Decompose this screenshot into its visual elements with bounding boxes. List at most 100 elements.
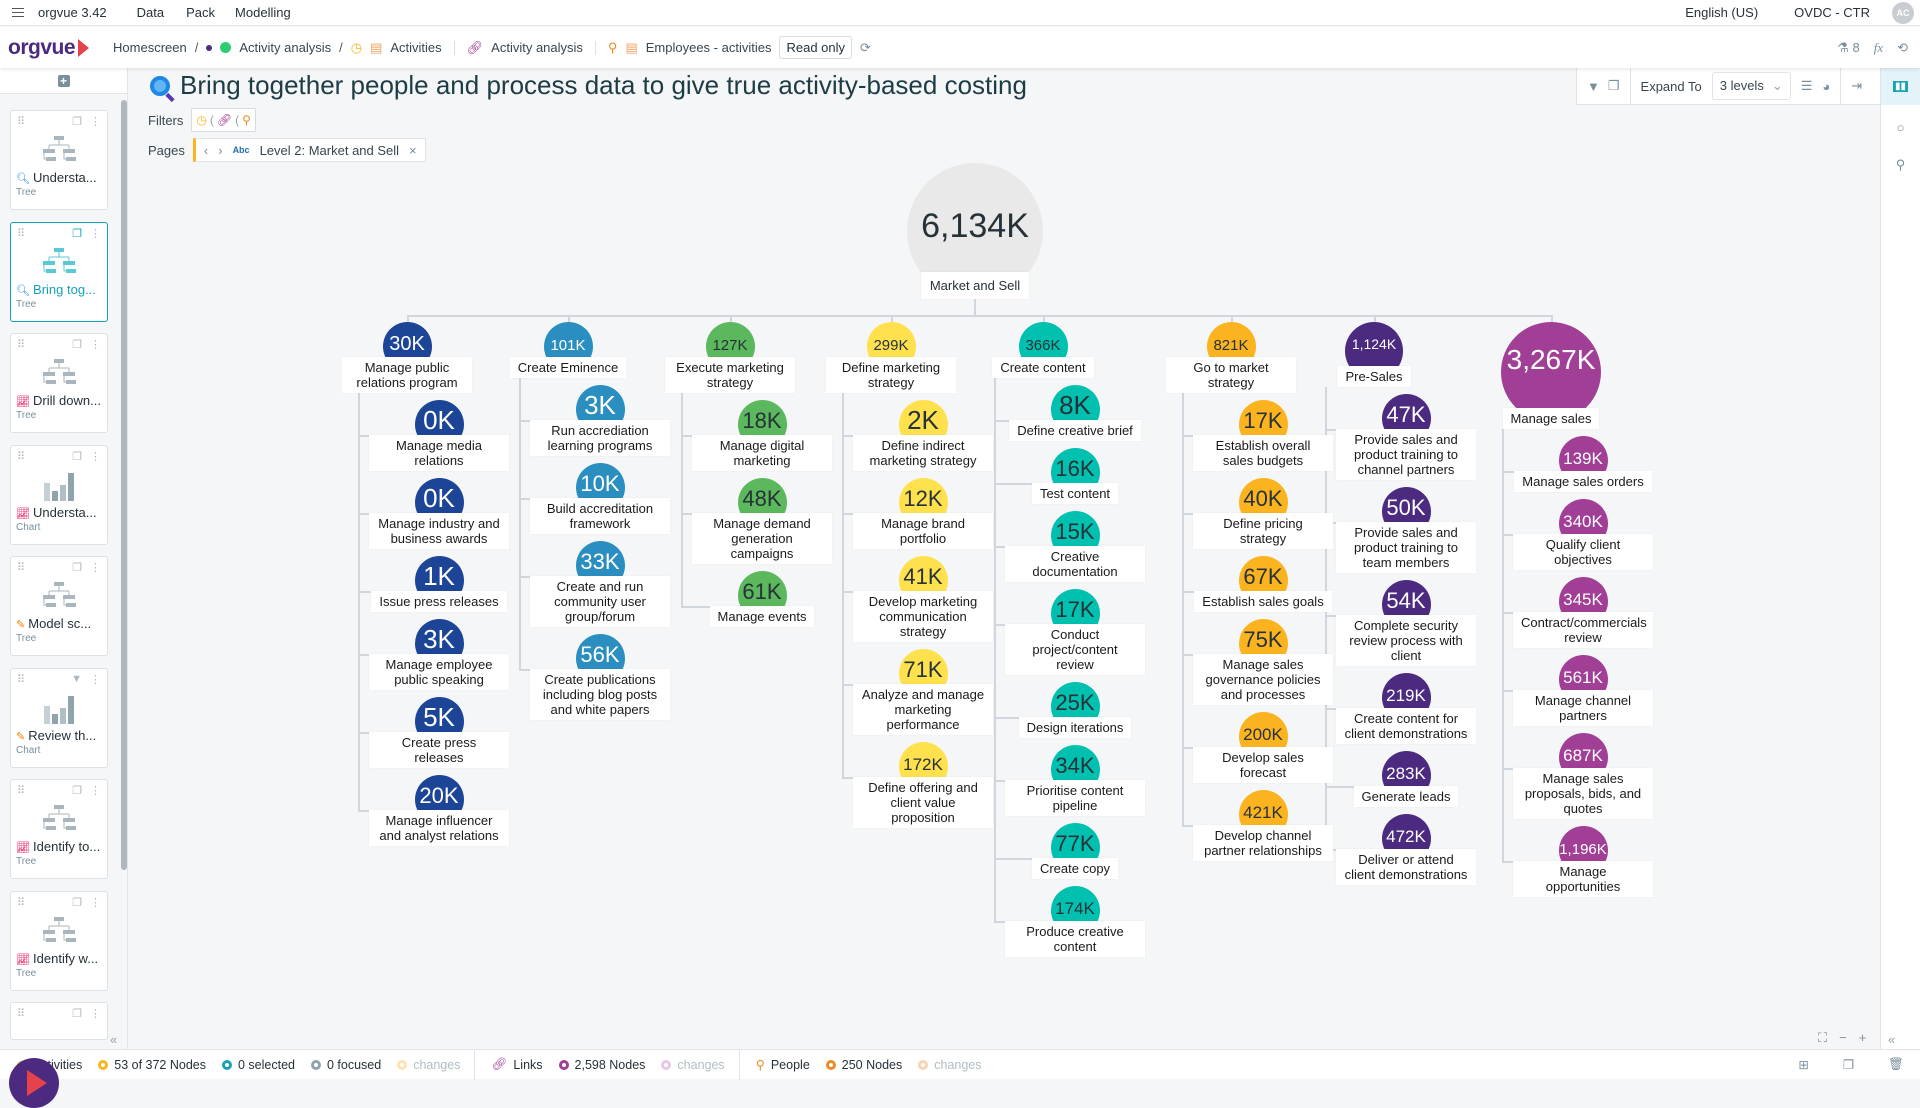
- tree-node-level2[interactable]: 0K Manage industry and business awards: [358, 471, 514, 549]
- view-card[interactable]: ⠿ ▼ ⋮ ✎ Review th... Chart: [10, 667, 108, 768]
- copy-icon[interactable]: ❐: [72, 339, 82, 351]
- tree-node-level2[interactable]: 40K Define pricing strategy: [1182, 471, 1338, 549]
- palette-icon[interactable]: ◕: [1822, 78, 1831, 94]
- tree-node-level2[interactable]: 283K Generate leads: [1325, 744, 1481, 807]
- tree-node-level2[interactable]: 41K Develop marketing communication strat…: [842, 549, 998, 642]
- tree-node-level2[interactable]: 174K Produce creative content: [994, 879, 1150, 957]
- tree-node-level2[interactable]: 67K Establish sales goals: [1182, 549, 1338, 612]
- kebab-menu-icon[interactable]: ⋮: [90, 450, 101, 463]
- zoom-in-icon[interactable]: +: [1858, 1030, 1867, 1045]
- collapse-panel-icon[interactable]: «: [1888, 1032, 1896, 1047]
- drag-handle-icon[interactable]: ⠿: [17, 116, 26, 128]
- tree-node-level2[interactable]: 10K Build accreditation framework: [519, 456, 675, 534]
- copy-icon[interactable]: ❐: [72, 116, 82, 128]
- drag-handle-icon[interactable]: ⠿: [17, 339, 26, 351]
- language-selector[interactable]: English (US): [1685, 5, 1759, 20]
- copy-icon[interactable]: ❐: [72, 1008, 82, 1020]
- links-changes[interactable]: changes: [677, 1057, 725, 1072]
- selected-count[interactable]: 0 selected: [238, 1057, 295, 1072]
- export-icon[interactable]: ⇥: [1851, 78, 1863, 93]
- tree-node-level2[interactable]: 17K Establish overall sales budgets: [1182, 393, 1338, 471]
- view-card[interactable]: ⠿ ❐ ⋮ 🔍︎ Understa... Tree: [10, 110, 108, 210]
- view-card[interactable]: ⠿ ❐ ⋮ 📈︎ Identify to... Tree: [10, 779, 108, 879]
- people-changes[interactable]: changes: [934, 1057, 982, 1072]
- tree-node-level2[interactable]: 25K Design iterations: [994, 675, 1150, 738]
- copy-icon[interactable]: ❐: [1607, 78, 1620, 93]
- add-icon[interactable]: ⊞: [1798, 1058, 1809, 1072]
- kebab-menu-icon[interactable]: ⋮: [90, 116, 101, 128]
- tree-node-level2[interactable]: 5K Create press releases: [358, 690, 514, 768]
- add-view-button[interactable]: +: [0, 68, 127, 94]
- tree-node-level1[interactable]: 366K Create content: [953, 322, 1133, 378]
- tree-node-level2[interactable]: 20K Manage influencer and analyst relatio…: [358, 768, 514, 846]
- next-page-icon[interactable]: ›: [218, 142, 223, 158]
- fit-screen-icon[interactable]: ⛶: [1818, 1030, 1828, 1045]
- drag-handle-icon[interactable]: ⠿: [17, 785, 26, 797]
- link-filter-icon[interactable]: 🔗︎: [216, 113, 233, 127]
- kebab-menu-icon[interactable]: ⋮: [90, 227, 101, 240]
- orgvue-logo[interactable]: orgvue: [8, 36, 90, 60]
- tree-node-level1[interactable]: 299K Define marketing strategy: [801, 322, 981, 393]
- view-card[interactable]: ⠿ ❐ ⋮: [10, 1002, 108, 1040]
- tree-node-level2[interactable]: 48K Manage demand generation campaigns: [681, 471, 837, 564]
- kebab-menu-icon[interactable]: ⋮: [90, 562, 101, 574]
- chart-panel-icon[interactable]: ▮▮: [1881, 68, 1920, 105]
- trash-icon[interactable]: 🗑︎: [1888, 1057, 1904, 1071]
- drag-handle-icon[interactable]: ⠿: [17, 450, 26, 463]
- tree-node-level2[interactable]: 200K Develop sales forecast: [1182, 705, 1338, 783]
- people-label[interactable]: People: [770, 1057, 810, 1072]
- collapse-sidebar-icon[interactable]: «: [110, 1032, 118, 1047]
- formula-icon[interactable]: fx: [1873, 39, 1884, 55]
- person-filter-icon[interactable]: ⚲: [242, 113, 251, 127]
- tree-node-level2[interactable]: 2K Define indirect marketing strategy: [842, 393, 998, 471]
- dataset-tab-activities[interactable]: Activities: [390, 40, 442, 55]
- tree-node-level2[interactable]: 71K Analyze and manage marketing performa…: [842, 642, 998, 735]
- expand-levels-select[interactable]: 3 levels ⌄: [1711, 72, 1791, 100]
- tree-node-level2[interactable]: 421K Develop channel partner relationship…: [1182, 783, 1338, 861]
- tree-node-level1[interactable]: 101K Create Eminence: [478, 322, 658, 378]
- breadcrumb-homescreen[interactable]: Homescreen: [113, 40, 187, 55]
- view-card[interactable]: ⠿ ❐ ⋮ 📈︎ Understa... Chart: [10, 444, 108, 545]
- tree-node-level1[interactable]: 821K Go to market strategy: [1141, 322, 1321, 393]
- tree-node-level2[interactable]: 219K Create content for client demonstrat…: [1325, 666, 1481, 744]
- root-node-label[interactable]: Market and Sell: [921, 272, 1029, 299]
- circle-panel-icon[interactable]: ○: [1896, 120, 1905, 135]
- filter-icon[interactable]: ▼: [1587, 78, 1600, 94]
- view-card[interactable]: ⠿ ❐ ⋮ ✎ Model sc... Tree: [10, 556, 108, 656]
- dataset-tab-activity-analysis[interactable]: Activity analysis: [491, 40, 583, 55]
- copy-icon[interactable]: ❐: [72, 450, 82, 463]
- breadcrumb-activity-analysis[interactable]: Activity analysis: [239, 40, 332, 55]
- kebab-menu-icon[interactable]: ⋮: [90, 785, 101, 797]
- prev-page-icon[interactable]: ‹: [203, 142, 209, 158]
- list-icon[interactable]: ☰: [1800, 78, 1813, 93]
- tree-node-level2[interactable]: 1,196K Manage opportunities: [1502, 819, 1658, 897]
- tree-node-level2[interactable]: 61K Manage events: [681, 564, 837, 627]
- tree-node-level2[interactable]: 687K Manage sales proposals, bids, and qu…: [1502, 726, 1658, 819]
- menu-modelling[interactable]: Modelling: [235, 5, 291, 20]
- tree-node-level2[interactable]: 8K Define creative brief: [994, 378, 1150, 441]
- tree-node-level1[interactable]: 3,267K Manage sales: [1461, 322, 1641, 429]
- tree-node-level2[interactable]: 50K Provide sales and product training to…: [1325, 480, 1481, 573]
- tree-node-level2[interactable]: 3K Run accrediation learning programs: [519, 378, 675, 456]
- copy-icon[interactable]: ❐: [72, 785, 82, 797]
- zoom-out-icon[interactable]: −: [1839, 1030, 1847, 1045]
- links-label[interactable]: Links: [513, 1057, 543, 1072]
- drag-handle-icon[interactable]: ⠿: [17, 1008, 26, 1020]
- dataset-tab-employees-activities[interactable]: Employees - activities: [645, 40, 772, 55]
- activities-changes[interactable]: changes: [413, 1057, 461, 1072]
- tree-node-level2[interactable]: 34K Prioritise content pipeline: [994, 738, 1150, 816]
- sidebar-scrollbar[interactable]: [121, 100, 127, 870]
- tree-node-level2[interactable]: 33K Create and run community user group/f…: [519, 534, 675, 627]
- drag-handle-icon[interactable]: ⠿: [17, 673, 26, 686]
- tree-node-level2[interactable]: 340K Qualify client objectives: [1502, 492, 1658, 570]
- tree-node-level2[interactable]: 0K Manage media relations: [358, 393, 514, 471]
- tree-node-level1[interactable]: 127K Execute marketing strategy: [640, 322, 820, 393]
- page-selector[interactable]: ‹ › Abc Level 2: Market and Sell ×: [192, 138, 426, 162]
- tree-node-level2[interactable]: 3K Manage employee public speaking: [358, 612, 514, 690]
- kebab-menu-icon[interactable]: ⋮: [90, 673, 101, 686]
- view-card[interactable]: ⠿ ❐ ⋮ 📈︎ Identify w... Tree: [10, 890, 108, 991]
- tree-node-level2[interactable]: 172K Define offering and client value pro…: [842, 735, 998, 828]
- tenant-selector[interactable]: OVDC - CTR: [1794, 5, 1870, 20]
- filters-box[interactable]: ◷( 🔗︎( ⚲: [191, 108, 256, 132]
- refresh-icon[interactable]: ⟳: [860, 39, 871, 55]
